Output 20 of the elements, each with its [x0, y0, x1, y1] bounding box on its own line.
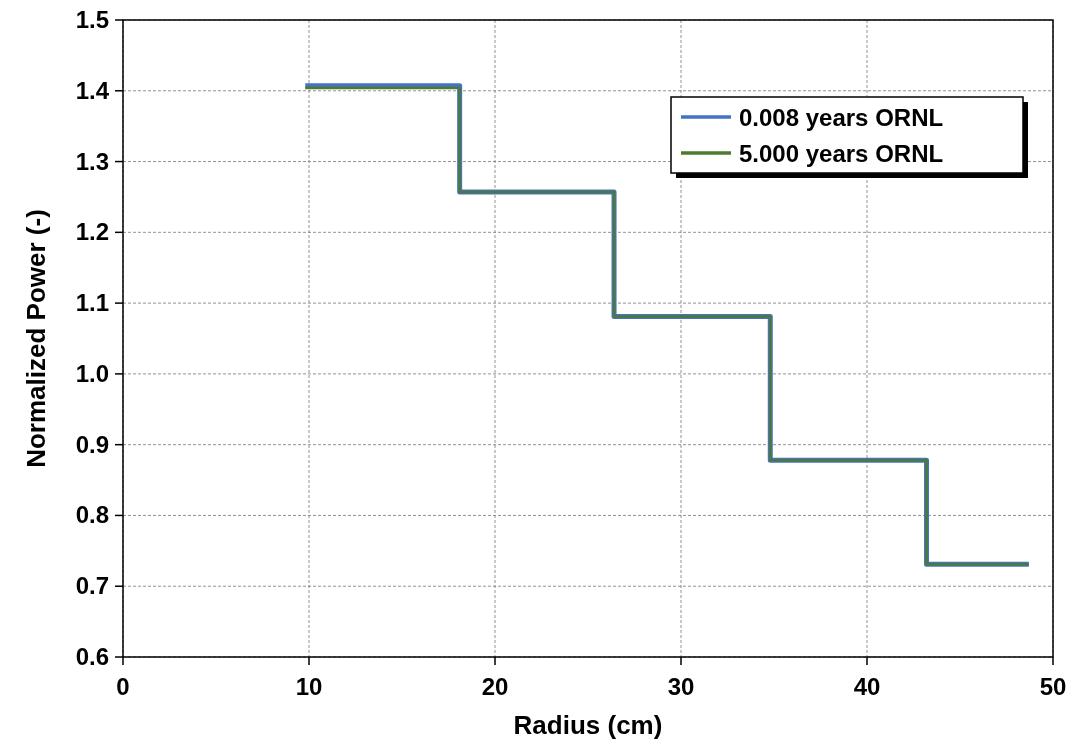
y-tick-label: 1.2 — [75, 218, 109, 246]
y-tick-label: 0.7 — [75, 572, 109, 600]
x-tick-label: 0 — [116, 673, 130, 700]
y-tick-label: 1.3 — [75, 147, 109, 175]
x-tick-label: 20 — [481, 673, 509, 700]
x-tick-label: 50 — [1039, 673, 1067, 700]
legend-label: 0.008 years ORNL — [739, 104, 944, 131]
y-tick-label: 1.4 — [75, 76, 110, 104]
x-axis-title: Radius (cm) — [513, 710, 663, 740]
y-tick-label: 0.9 — [75, 430, 109, 458]
x-tick-label: 10 — [295, 673, 323, 700]
y-tick-label: 1.5 — [75, 6, 109, 33]
x-tick-label: 40 — [853, 673, 881, 700]
y-tick-label: 1.1 — [75, 289, 109, 317]
y-tick-label: 0.8 — [75, 501, 109, 529]
y-tick-label: 0.6 — [75, 643, 109, 670]
legend-label: 5.000 years ORNL — [739, 140, 944, 167]
y-tick-label: 1.0 — [75, 359, 109, 387]
y-axis-title: Normalized Power (-) — [21, 209, 51, 468]
x-tick-label: 30 — [667, 673, 695, 700]
